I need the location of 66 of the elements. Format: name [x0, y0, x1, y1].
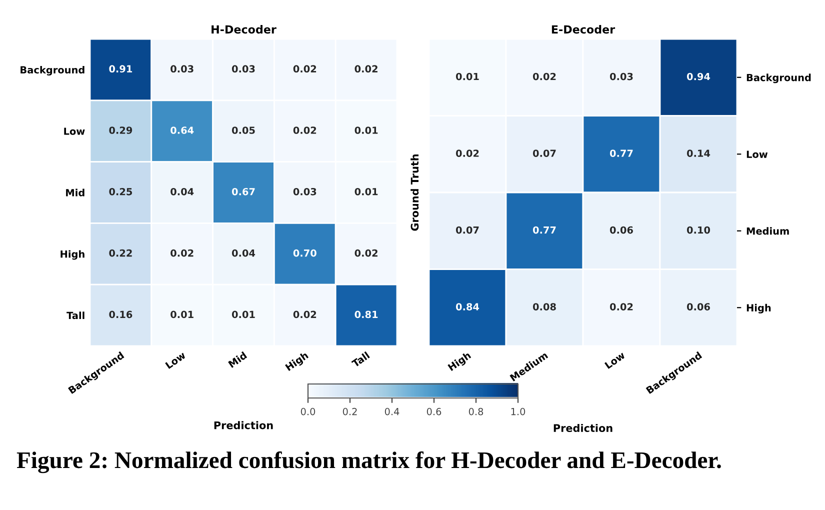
- data-label: 0.64: [170, 126, 194, 134]
- data-label: 0.02: [293, 65, 316, 73]
- data-label: 0.02: [456, 150, 479, 157]
- data-label: 0.94: [686, 72, 710, 80]
- y-tick-label: Low: [746, 150, 768, 158]
- data-label: 0.16: [109, 310, 132, 318]
- color-bar-label: 0.6: [426, 408, 442, 416]
- data-label: 0.29: [109, 126, 132, 134]
- data-label: 0.01: [354, 126, 378, 134]
- data-label: 0.06: [686, 303, 710, 310]
- y-tick-label: Medium: [746, 227, 789, 235]
- data-label: 0.84: [456, 303, 480, 310]
- x-tick-label: Low: [165, 351, 186, 370]
- data-label: 0.91: [109, 65, 132, 73]
- x-axis-title: Prediction: [214, 421, 273, 430]
- chart-title: H-Decoder: [212, 25, 276, 34]
- y-tick-label: Background: [20, 66, 84, 76]
- y-tick-label: Low: [64, 128, 85, 135]
- data-label: 0.01: [170, 310, 194, 318]
- data-label: 0.08: [532, 303, 556, 310]
- data-label: 0.03: [232, 65, 255, 73]
- data-label: 0.06: [610, 226, 633, 234]
- data-label: 0.07: [456, 226, 479, 234]
- data-label: 0.05: [232, 126, 255, 134]
- x-tick-label: Low: [604, 351, 626, 370]
- y-tick-label: Tall: [66, 312, 84, 320]
- y-tick-label: High: [746, 304, 771, 314]
- data-label: 0.04: [170, 188, 194, 196]
- data-label: 0.03: [610, 72, 633, 80]
- data-label: 0.03: [170, 65, 194, 73]
- data-label: 0.07: [532, 150, 556, 157]
- y-tick-label: High: [60, 250, 84, 260]
- color-bar-label: 0.8: [468, 408, 484, 416]
- data-label: 0.81: [354, 310, 378, 318]
- x-tick-label: Tall: [351, 351, 370, 368]
- color-bar-label: 0.0: [300, 408, 316, 416]
- x-tick-label: Mid: [228, 351, 248, 368]
- data-label: 0.02: [610, 303, 633, 310]
- color-bar-label: 1.0: [511, 408, 526, 416]
- caption: Figure 2: Normalized confusion matrix for H-Decoder and E-Decoder.: [16, 451, 721, 474]
- data-label: 0.04: [232, 249, 256, 257]
- x-axis-title: Prediction: [554, 424, 612, 432]
- y-tick-label: Mid: [66, 188, 84, 196]
- data-label: 0.77: [532, 226, 556, 234]
- data-label: 0.70: [293, 249, 316, 257]
- data-label: 0.02: [170, 249, 194, 257]
- data-label: 0.03: [293, 188, 316, 196]
- y-tick-label: Background: [746, 74, 811, 84]
- color-bar-label: 0.2: [342, 408, 357, 416]
- data-label: 0.01: [354, 188, 378, 196]
- data-label: 0.02: [532, 72, 556, 80]
- data-label: 0.02: [293, 310, 316, 318]
- data-label: 0.14: [686, 150, 710, 157]
- data-label: 0.02: [354, 249, 378, 257]
- data-label: 0.22: [109, 249, 132, 257]
- data-label: 0.02: [354, 65, 378, 73]
- data-label: 0.10: [686, 226, 710, 234]
- data-label: 0.77: [610, 150, 633, 157]
- data-label: 0.25: [109, 188, 132, 196]
- y-axis-title: Ground Truth: [410, 154, 419, 231]
- data-label: 0.67: [232, 188, 255, 196]
- color-bar-label: 0.4: [384, 408, 400, 416]
- data-label: 0.01: [232, 310, 255, 318]
- data-label: 0.01: [456, 72, 479, 80]
- data-label: 0.02: [293, 126, 316, 134]
- chart-title: E-Decoder: [552, 25, 616, 34]
